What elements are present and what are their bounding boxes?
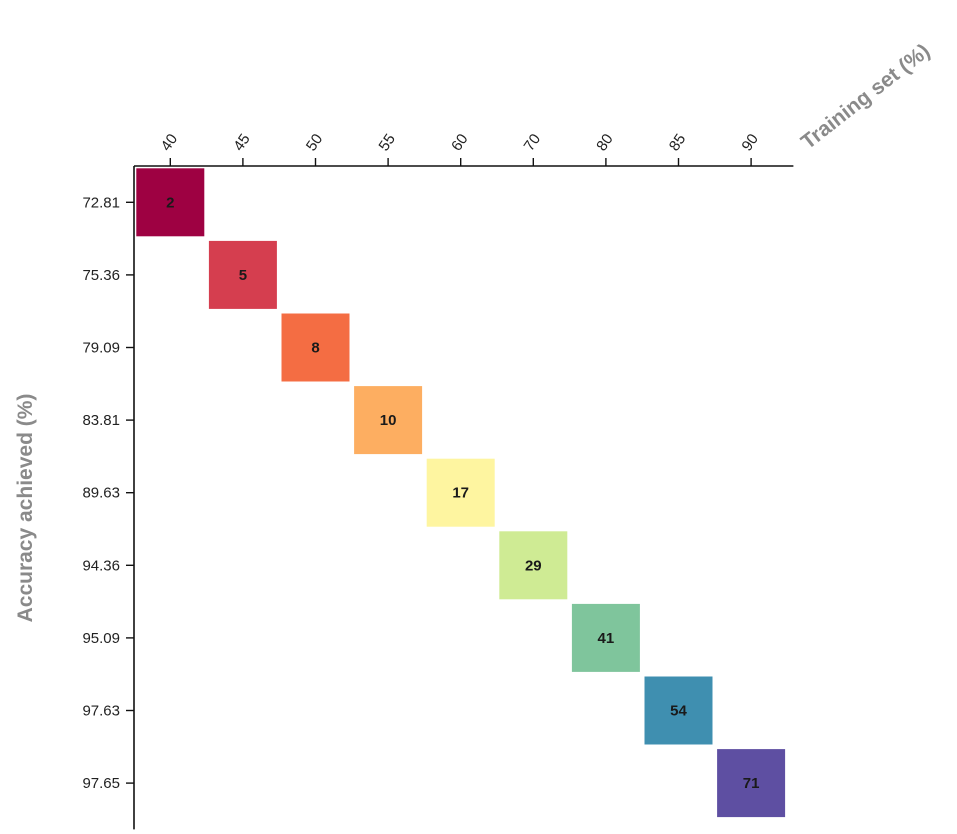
- cells-layer: 2 5 8 10 17 29 41 54 71: [136, 168, 786, 818]
- y-tick-label: 89.63: [82, 485, 120, 502]
- x-tick-label: 80: [593, 131, 616, 154]
- cell-value-label: 5: [239, 267, 247, 284]
- heatmap-cell: [208, 240, 277, 309]
- x-tick-label: 55: [375, 131, 398, 154]
- y-tick-label: 97.63: [82, 703, 120, 720]
- cell-value-label: 2: [166, 194, 174, 211]
- heatmap-cell: [281, 313, 350, 382]
- heatmap-cell: [136, 168, 205, 237]
- y-tick-label: 79.09: [82, 340, 120, 357]
- x-tick-label: 40: [158, 131, 181, 154]
- x-tick-label: 70: [521, 131, 544, 154]
- x-axis-title: Training set (%): [797, 40, 934, 154]
- y-tick-label: 83.81: [82, 412, 120, 429]
- heatmap-cell: [717, 749, 786, 818]
- cell-value-label: 29: [525, 557, 542, 574]
- cell-value-label: 71: [743, 775, 760, 792]
- heatmap-cell: [354, 386, 423, 455]
- cell-value-label: 10: [380, 412, 397, 429]
- y-tick-label: 95.09: [82, 630, 120, 647]
- x-tick-label: 90: [738, 131, 761, 154]
- heatmap-cell: [644, 676, 713, 745]
- y-tick-label: 72.81: [82, 194, 120, 211]
- x-tick-label: 85: [666, 131, 689, 154]
- axes-layer: 40 45 50 55 60 70 80 85 9072.8175.3679.0983.8189…: [82, 131, 794, 830]
- y-tick-label: 75.36: [82, 267, 120, 284]
- x-tick-label: 50: [303, 131, 326, 154]
- cell-value-label: 41: [598, 630, 615, 647]
- heatmap-cell: [499, 531, 568, 600]
- cell-value-label: 17: [452, 485, 469, 502]
- y-axis-title: Accuracy achieved (%): [14, 394, 37, 623]
- x-tick-label: 60: [448, 131, 471, 154]
- cell-value-label: 8: [311, 340, 319, 357]
- cell-value-label: 54: [670, 703, 687, 720]
- x-tick-label: 45: [230, 131, 253, 154]
- y-tick-label: 97.65: [82, 775, 120, 792]
- y-tick-label: 94.36: [82, 557, 120, 574]
- heatmap-cell: [426, 458, 495, 527]
- heatmap-cell: [571, 603, 640, 672]
